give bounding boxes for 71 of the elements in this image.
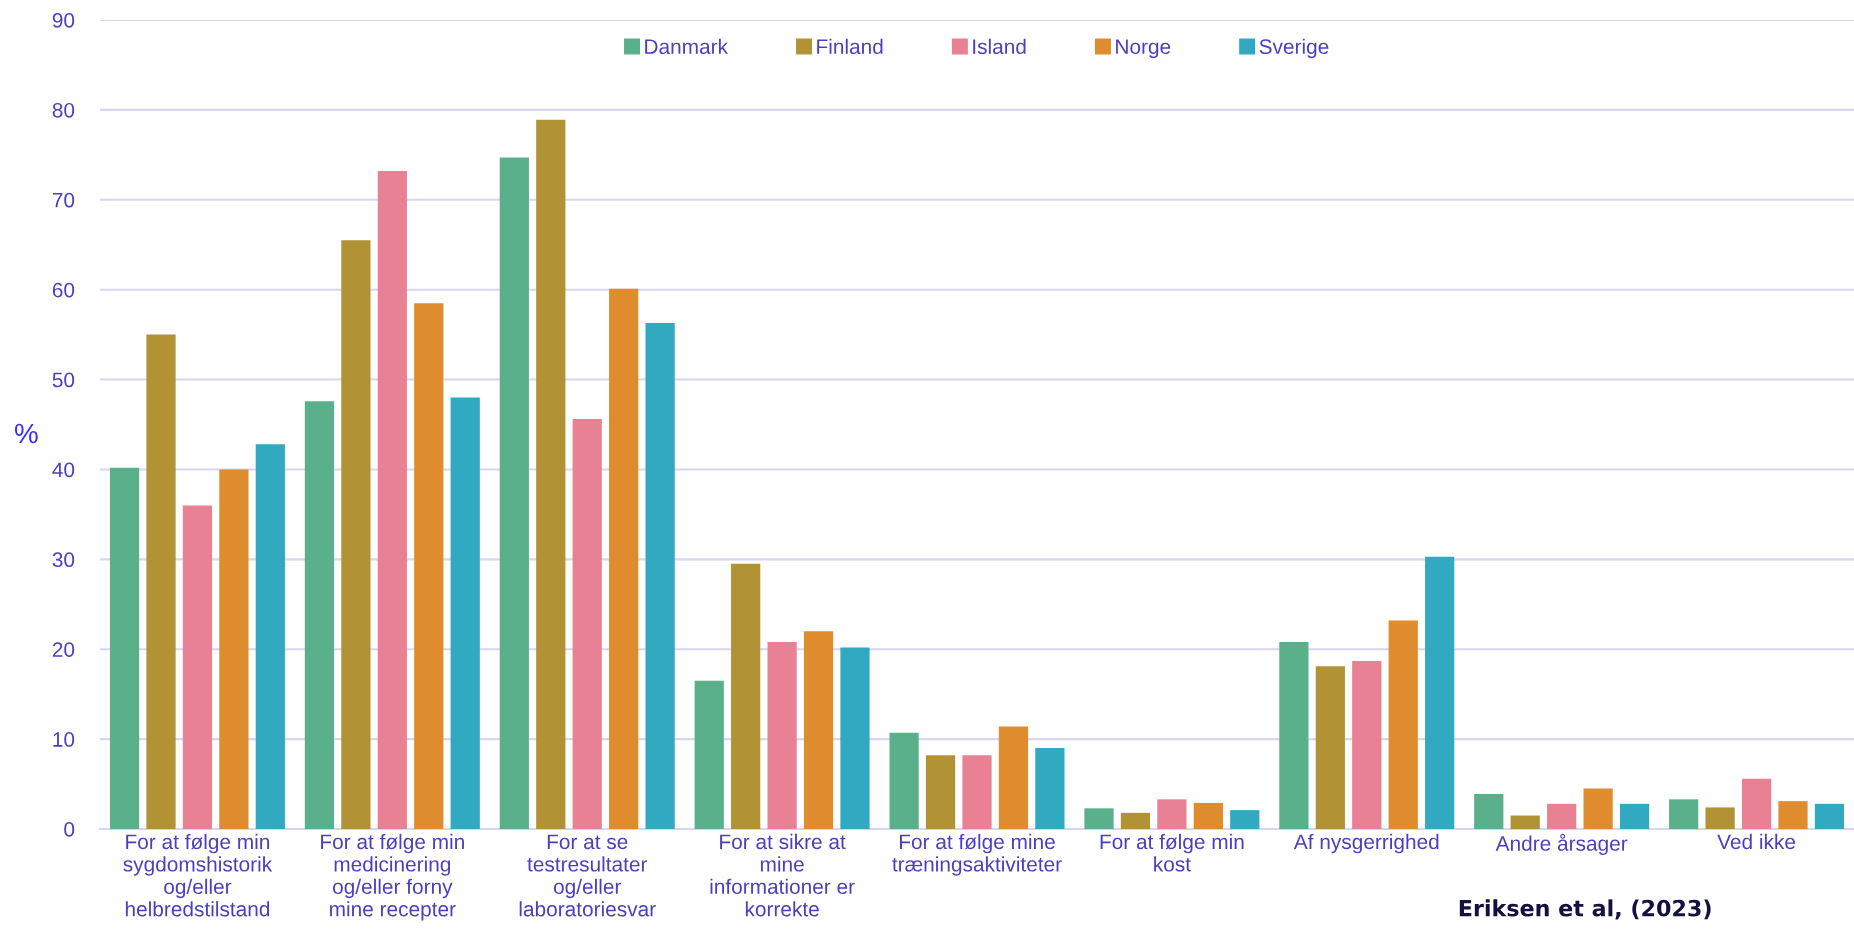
bar (1035, 748, 1065, 829)
bar (1084, 808, 1114, 829)
bar (767, 642, 797, 829)
bar (146, 334, 176, 829)
bar (925, 755, 956, 829)
y-tick-label: 80 (52, 102, 75, 118)
bar (304, 401, 335, 829)
x-tick-label: For at følge mine træningsaktiviteter (892, 833, 1062, 876)
y-tick-label: 70 (52, 192, 75, 208)
legend-label: Sverige (1259, 38, 1329, 59)
bar (1547, 803, 1577, 829)
bar (182, 505, 213, 829)
bar (341, 240, 371, 829)
legend-label: Norge (1116, 39, 1171, 59)
text: Eriksen et al, (2023) (1459, 899, 1711, 920)
x-tick-label: Ved ikke (1717, 833, 1796, 850)
bar (1741, 778, 1772, 829)
bar (1425, 556, 1455, 829)
bar (1157, 799, 1187, 829)
bar (1230, 810, 1260, 829)
y-tick-label: 90 (52, 13, 75, 28)
bar (414, 303, 444, 829)
bar (1193, 802, 1223, 829)
y-tick-label: 60 (52, 282, 75, 298)
bar (109, 467, 140, 829)
bar (998, 726, 1029, 829)
bar (1778, 801, 1808, 829)
y-tick-label: 50 (52, 372, 75, 388)
bar (1120, 812, 1151, 829)
y-tick-label: 30 (52, 552, 75, 568)
bar (889, 732, 919, 829)
bar (1510, 815, 1540, 829)
x-tick-label: Af nysgerrighed (1293, 833, 1439, 854)
bar (536, 119, 566, 829)
bar (1814, 803, 1845, 829)
bar (962, 755, 992, 829)
legend-label: Island (973, 38, 1026, 55)
bar (450, 397, 480, 829)
legend-label: Finland (817, 38, 883, 55)
bar (499, 157, 529, 829)
x-tick-label: For at følge min medicinering og/eller forny mine recepter (321, 833, 464, 921)
bar (1352, 660, 1382, 829)
x-tick-label: For at sikre at mine informationer er korrekte (710, 833, 855, 917)
y-tick-label: 0 (64, 822, 75, 837)
bar (377, 171, 407, 829)
bar (572, 419, 602, 829)
bar (1583, 788, 1613, 829)
bar (1388, 620, 1418, 829)
bar (255, 444, 285, 829)
bar (840, 647, 870, 829)
bar (1669, 799, 1699, 829)
bar (1279, 642, 1309, 829)
x-tick-label: For at se testresultater og/eller laboratoriesvar (519, 834, 656, 917)
bar (731, 563, 761, 829)
x-tick-label: For at følge min kost (1100, 833, 1244, 872)
bar (219, 469, 249, 829)
bar (609, 288, 639, 829)
y-tick-label: 10 (53, 732, 75, 747)
bar (1705, 807, 1735, 829)
bar (1619, 803, 1650, 829)
y-tick-label: 40 (52, 462, 75, 478)
bar (1474, 793, 1504, 829)
bar (1315, 666, 1345, 829)
bar (803, 631, 834, 829)
bar (694, 680, 724, 829)
legend-label: Danmark (645, 38, 729, 55)
bar (645, 322, 675, 829)
x-tick-label: Andre årsager (1495, 833, 1628, 855)
y-tick-label: 20 (52, 642, 75, 657)
x-tick-label: For at følge min sygdomshistorik og/eller helbredstilstand (123, 833, 273, 917)
y-axis-title: % (14, 423, 38, 444)
